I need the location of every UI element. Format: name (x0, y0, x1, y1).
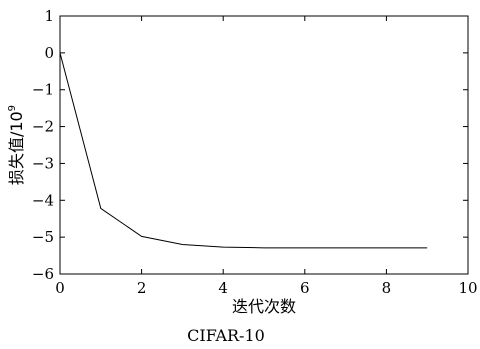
x-axis-label: 迭代次数 (232, 297, 296, 316)
y-tick-label: −3 (32, 154, 54, 172)
x-tick-label: 4 (218, 279, 228, 297)
x-tick-label: 0 (55, 279, 65, 297)
plot-frame (59, 15, 469, 275)
y-axis-label: 损失值/109 (7, 105, 26, 185)
y-axis-label-text: 损失值/10 (7, 111, 26, 185)
y-tick-label: −5 (32, 228, 54, 246)
y-tick-label: 0 (44, 44, 54, 62)
y-tick-label: −6 (32, 265, 54, 283)
y-tick-label: −1 (32, 81, 54, 99)
y-axis-label-exponent: 9 (7, 105, 18, 111)
x-tick-label: 10 (458, 279, 477, 297)
x-tick-label: 8 (382, 279, 392, 297)
loss-series-line (59, 52, 428, 249)
y-tick-label: −2 (32, 118, 54, 136)
x-tick-label: 6 (300, 279, 310, 297)
x-tick-label: 2 (137, 279, 147, 297)
y-tick-label: 1 (44, 7, 54, 25)
chart-caption: CIFAR-10 (187, 326, 265, 345)
y-tick-label: −4 (32, 191, 54, 209)
